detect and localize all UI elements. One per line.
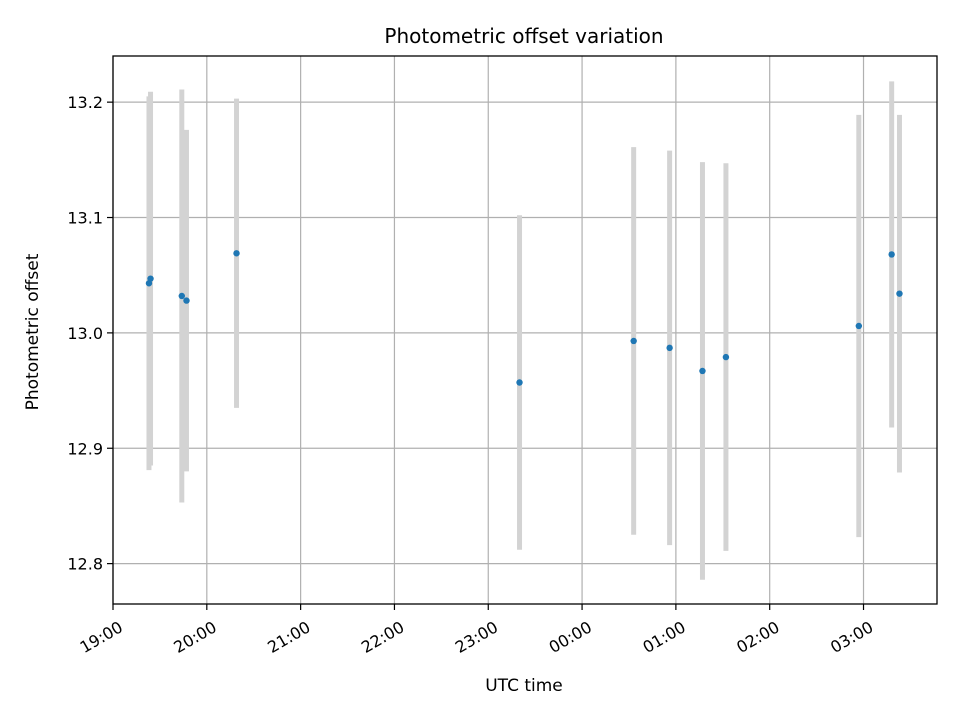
plot-frame — [112, 55, 938, 605]
data-points — [145, 250, 903, 386]
data-point — [233, 250, 240, 257]
data-point — [178, 292, 185, 300]
data-point — [630, 337, 637, 345]
y-axis-label: Photometric offset — [23, 253, 43, 410]
y-tick-label: 13.0 — [67, 324, 103, 343]
data-point — [516, 379, 523, 386]
chart-title: Photometric offset variation — [384, 24, 663, 48]
y-axis-ticks: 12.8 12.9 13.0 13.1 13.2 — [67, 93, 113, 574]
data-point — [147, 275, 154, 282]
data-point — [183, 297, 190, 304]
data-point — [896, 290, 903, 297]
x-axis-label: UTC time — [485, 676, 563, 696]
data-point — [855, 322, 863, 330]
y-tick-label: 13.1 — [67, 209, 103, 228]
data-point — [888, 251, 895, 258]
data-point — [666, 344, 673, 352]
y-tick-label: 12.9 — [67, 439, 103, 458]
data-point — [722, 353, 730, 361]
y-tick-label: 13.2 — [67, 93, 103, 112]
grid — [112, 56, 937, 604]
y-tick-label: 12.8 — [67, 555, 103, 574]
data-point — [699, 367, 706, 375]
